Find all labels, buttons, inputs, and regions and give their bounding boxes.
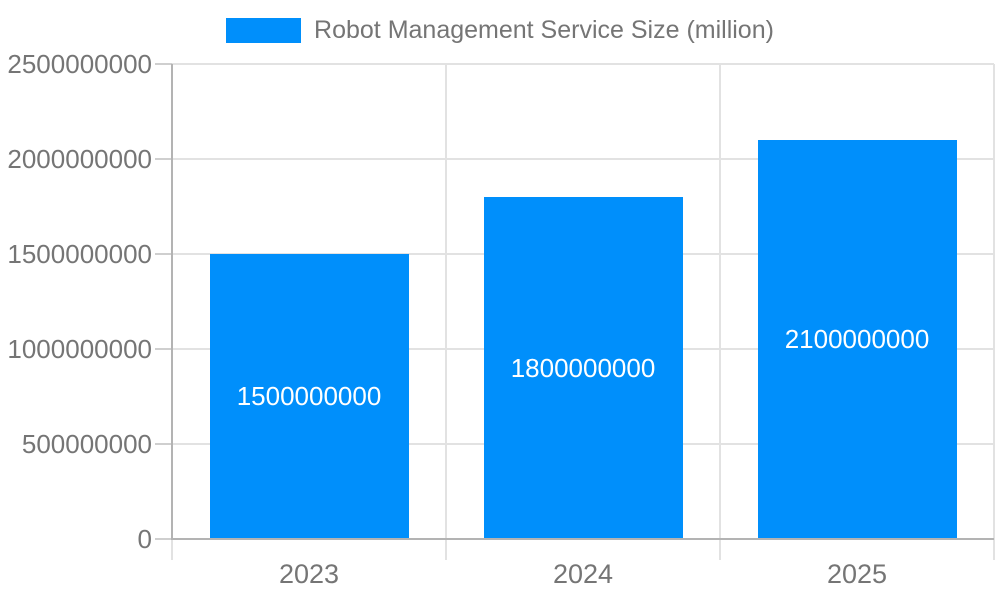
bar-2023: 1500000000 (209, 254, 409, 539)
y-tick-mark (155, 538, 172, 540)
x-tick-label-2024: 2024 (552, 559, 614, 589)
y-gridline (172, 63, 994, 65)
y-tick-label: 2000000000 (7, 144, 152, 174)
y-tick-mark (155, 63, 172, 65)
y-tick-label: 2500000000 (7, 49, 152, 79)
bar-value-label: 2100000000 (784, 324, 930, 354)
legend-swatch (226, 18, 302, 43)
x-gridline (719, 64, 721, 539)
x-axis-line (171, 538, 994, 540)
bar-value-label: 1500000000 (236, 381, 382, 411)
y-tick-label: 0 (137, 524, 152, 554)
y-tick-label: 1000000000 (7, 334, 152, 364)
legend-label: Robot Management Service Size (million) (314, 16, 774, 44)
bar-2024: 1800000000 (483, 197, 683, 539)
y-tick-mark (155, 158, 172, 160)
x-tick-mark (993, 539, 995, 560)
y-tick-mark (155, 253, 172, 255)
x-tick-mark (445, 539, 447, 560)
legend: Robot Management Service Size (million) (0, 16, 1000, 44)
y-tick-label: 1500000000 (7, 239, 152, 269)
y-tick-label: 500000000 (21, 429, 152, 459)
y-tick-mark (155, 348, 172, 350)
x-tick-label-2025: 2025 (826, 559, 888, 589)
x-tick-mark (719, 539, 721, 560)
x-gridline (993, 64, 995, 539)
x-tick-label-2023: 2023 (278, 559, 340, 589)
x-tick-mark (171, 539, 173, 560)
bar-2025: 2100000000 (757, 140, 957, 539)
y-tick-mark (155, 443, 172, 445)
y-gridline (172, 158, 994, 160)
bar-value-label: 1800000000 (510, 352, 656, 383)
x-gridline (445, 64, 447, 539)
y-axis-line (171, 64, 173, 539)
